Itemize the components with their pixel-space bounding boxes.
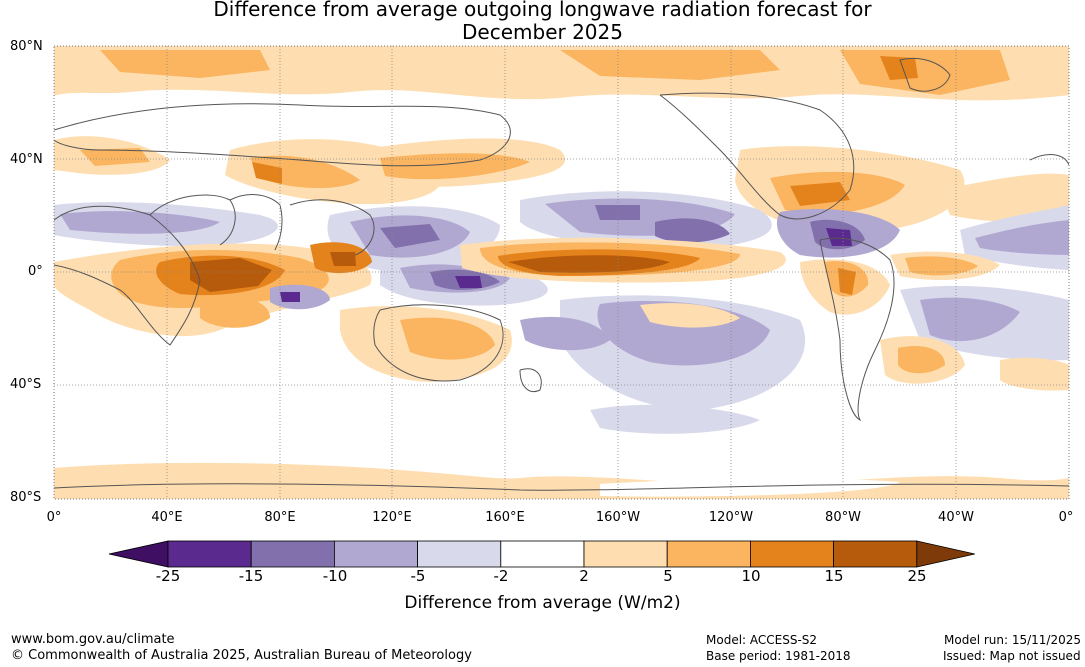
map-frame (53, 45, 1070, 500)
colorbar-extend-high (916, 540, 975, 568)
lat-label-equator: 0° (28, 264, 43, 279)
colorbar-swatch (666, 540, 751, 568)
footer-website: www.bom.gov.au/climate (11, 632, 175, 647)
footer-model-run: Model run: 15/11/2025 (944, 633, 1082, 647)
lon-label-40e: 40°E (151, 510, 183, 525)
lon-label-80e: 80°E (264, 510, 296, 525)
graticule (54, 46, 1069, 499)
colorbar-tick-label: -25 (155, 567, 181, 585)
anomaly-arctic (54, 46, 1069, 101)
footer-copyright: © Commonwealth of Australia 2025, Austra… (11, 648, 472, 663)
footer-model: Model: ACCESS-S2 (706, 633, 818, 647)
lat-label-40s: 40°S (10, 377, 42, 392)
anomaly-field (54, 46, 1069, 499)
colorbar-swatch (250, 540, 335, 568)
lon-label-120e: 120°E (372, 510, 412, 525)
colorbar-extend-low (108, 540, 169, 568)
lon-label-0-right: 0° (1058, 510, 1074, 525)
colorbar-swatch (833, 540, 918, 568)
lon-label-160e: 160°E (485, 510, 525, 525)
footer-issued: Issued: Map not issued (943, 649, 1081, 663)
footer-base-period: Base period: 1981-2018 (706, 649, 851, 663)
map-title-line2: December 2025 (462, 20, 623, 44)
lon-label-40w: 40°W (938, 510, 974, 525)
colorbar-swatch (750, 540, 835, 568)
lon-label-120w: 120°W (708, 510, 754, 525)
colorbar-tick-label: 5 (663, 567, 673, 585)
colorbar-tick-label: 2 (579, 567, 589, 585)
lon-label-0-left: 0° (46, 510, 62, 525)
lon-label-80w: 80°W (825, 510, 861, 525)
colorbar-tick-label: -5 (410, 567, 426, 585)
colorbar-tick-label: -15 (238, 567, 264, 585)
colorbar-tick-label: -10 (322, 567, 348, 585)
coastlines (54, 57, 1069, 491)
lat-label-80s: 80°S (10, 490, 42, 505)
colorbar-swatch (583, 540, 668, 568)
colorbar (108, 540, 975, 568)
colorbar-swatch (500, 540, 585, 568)
colorbar-tick-label: -2 (493, 567, 509, 585)
colorbar-tick-label: 15 (824, 567, 844, 585)
lat-label-40n: 40°N (10, 152, 43, 167)
colorbar-swatch (167, 540, 252, 568)
colorbar-swatch (417, 540, 502, 568)
colorbar-swatch (333, 540, 418, 568)
lon-label-160w: 160°W (595, 510, 641, 525)
map-title-line1: Difference from average outgoing longwav… (213, 0, 872, 21)
colorbar-tick-label: 10 (741, 567, 761, 585)
lat-label-80n: 80°N (10, 39, 43, 54)
colorbar-title: Difference from average (W/m2) (404, 593, 681, 613)
colorbar-tick-label: 25 (907, 567, 927, 585)
